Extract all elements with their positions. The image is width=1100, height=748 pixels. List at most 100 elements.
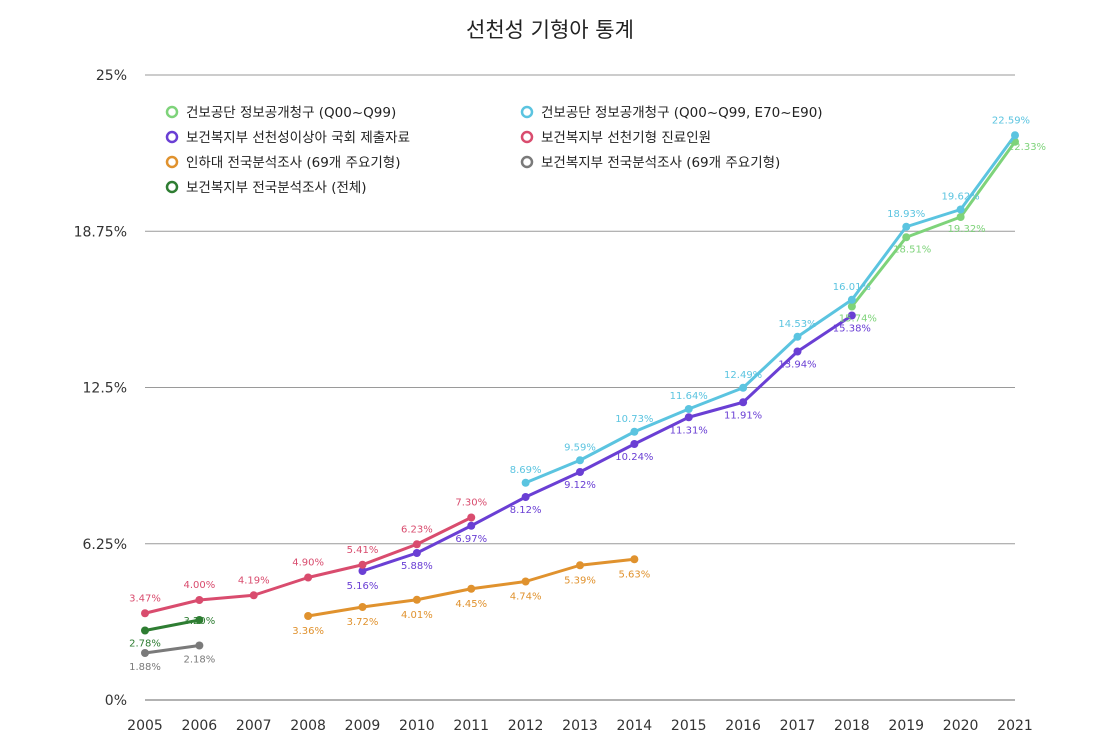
data-label: 15.38% [833,324,871,335]
series-line [361,314,854,573]
series-line [850,140,1017,308]
x-tick-label: 2018 [834,718,870,734]
data-point [412,549,421,557]
data-point [358,560,367,569]
data-point [793,347,802,356]
y-tick-label: 18.75% [74,224,127,240]
data-label: 19.62% [942,192,980,203]
data-point [412,540,421,549]
x-tick-label: 2019 [888,718,924,734]
legend-marker [165,180,179,194]
data-label: 5.16% [347,581,379,592]
data-label: 4.45% [455,599,487,610]
data-point [141,649,149,657]
data-point [902,233,911,242]
data-label: 16.01% [833,282,871,293]
data-label: 3.20% [183,616,215,627]
data-label: 4.74% [510,592,542,603]
data-point [576,468,584,476]
data-point [630,555,639,564]
data-label: 5.39% [564,575,596,586]
data-label: 4.00% [183,580,215,591]
legend-label: 보건복지부 선천기형 진료인원 [541,130,711,146]
data-point [358,567,367,575]
data-point [847,311,856,320]
legend-marker [520,130,534,144]
legend-label: 보건복지부 선천성이상아 국회 제출자료 [186,130,410,146]
legend-marker [165,105,179,119]
data-point [467,584,476,593]
data-label: 10.24% [615,452,653,463]
data-point [467,521,476,530]
y-tick-label: 25% [96,68,127,84]
data-label: 11.31% [670,425,708,436]
data-point [902,222,911,231]
x-tick-label: 2005 [127,718,163,734]
y-tick-label: 12.5% [83,381,127,397]
legend-label: 보건복지부 전국분석조사 (전체) [186,180,367,196]
data-point [1011,131,1019,140]
x-tick-label: 2011 [453,718,489,734]
data-point [793,332,802,341]
data-label: 5.88% [401,561,433,572]
x-tick-label: 2008 [290,718,326,734]
data-label: 15.74% [839,314,877,325]
data-point [358,603,367,611]
x-tick-label: 2013 [562,718,598,734]
data-point [195,616,204,624]
legend-marker [165,130,179,144]
legend-label: 건보공단 정보공개청구 (Q00~Q99, E70~E90) [541,105,823,121]
data-label: 7.30% [455,498,487,509]
data-point [195,641,204,650]
data-label: 18.93% [887,209,925,220]
data-label: 12.49% [724,370,762,381]
data-label: 8.69% [510,465,542,476]
data-label: 10.73% [615,414,653,425]
data-label: 4.90% [292,558,324,569]
x-tick-label: 2020 [943,718,979,734]
data-point [684,413,693,422]
legend-marker [520,105,534,119]
data-label: 1.88% [129,662,161,673]
data-label: 8.12% [510,505,542,516]
data-label: 2.18% [183,655,215,666]
data-point [576,456,584,465]
data-point [141,626,149,635]
legend-label: 인하대 전국분석조사 (69개 주요기형) [186,155,400,171]
x-tick-label: 2007 [236,718,272,734]
legend-label: 건보공단 정보공개청구 (Q00~Q99) [186,105,396,121]
data-label: 3.72% [347,617,379,628]
data-label: 6.97% [455,534,487,545]
x-tick-label: 2014 [617,718,653,734]
data-point [304,573,313,582]
data-label: 18.51% [893,244,931,255]
legend-marker [520,155,534,169]
legend-label: 보건복지부 전국분석조사 (69개 주요기형) [541,155,780,171]
data-label: 11.91% [724,410,762,421]
y-tick-label: 6.25% [83,537,127,553]
data-point [249,591,258,600]
legend-marker [165,155,179,169]
series-line [524,133,1017,485]
data-point [141,609,149,618]
data-point [956,213,965,221]
data-point [684,405,693,413]
x-tick-label: 2012 [508,718,544,734]
data-point [956,205,965,214]
x-tick-label: 2016 [725,718,761,734]
data-label: 11.64% [670,391,708,402]
x-tick-label: 2015 [671,718,707,734]
y-tick-label: 0% [105,693,127,709]
data-point [630,427,639,436]
data-label: 9.59% [564,442,596,453]
data-point [847,295,856,304]
data-point [467,513,476,522]
data-point [739,398,748,407]
data-point [521,478,530,487]
series-line [143,644,201,655]
x-tick-label: 2021 [997,718,1033,734]
data-label: 9.12% [564,480,596,491]
x-tick-label: 2006 [182,718,218,734]
data-label: 13.94% [778,360,816,371]
